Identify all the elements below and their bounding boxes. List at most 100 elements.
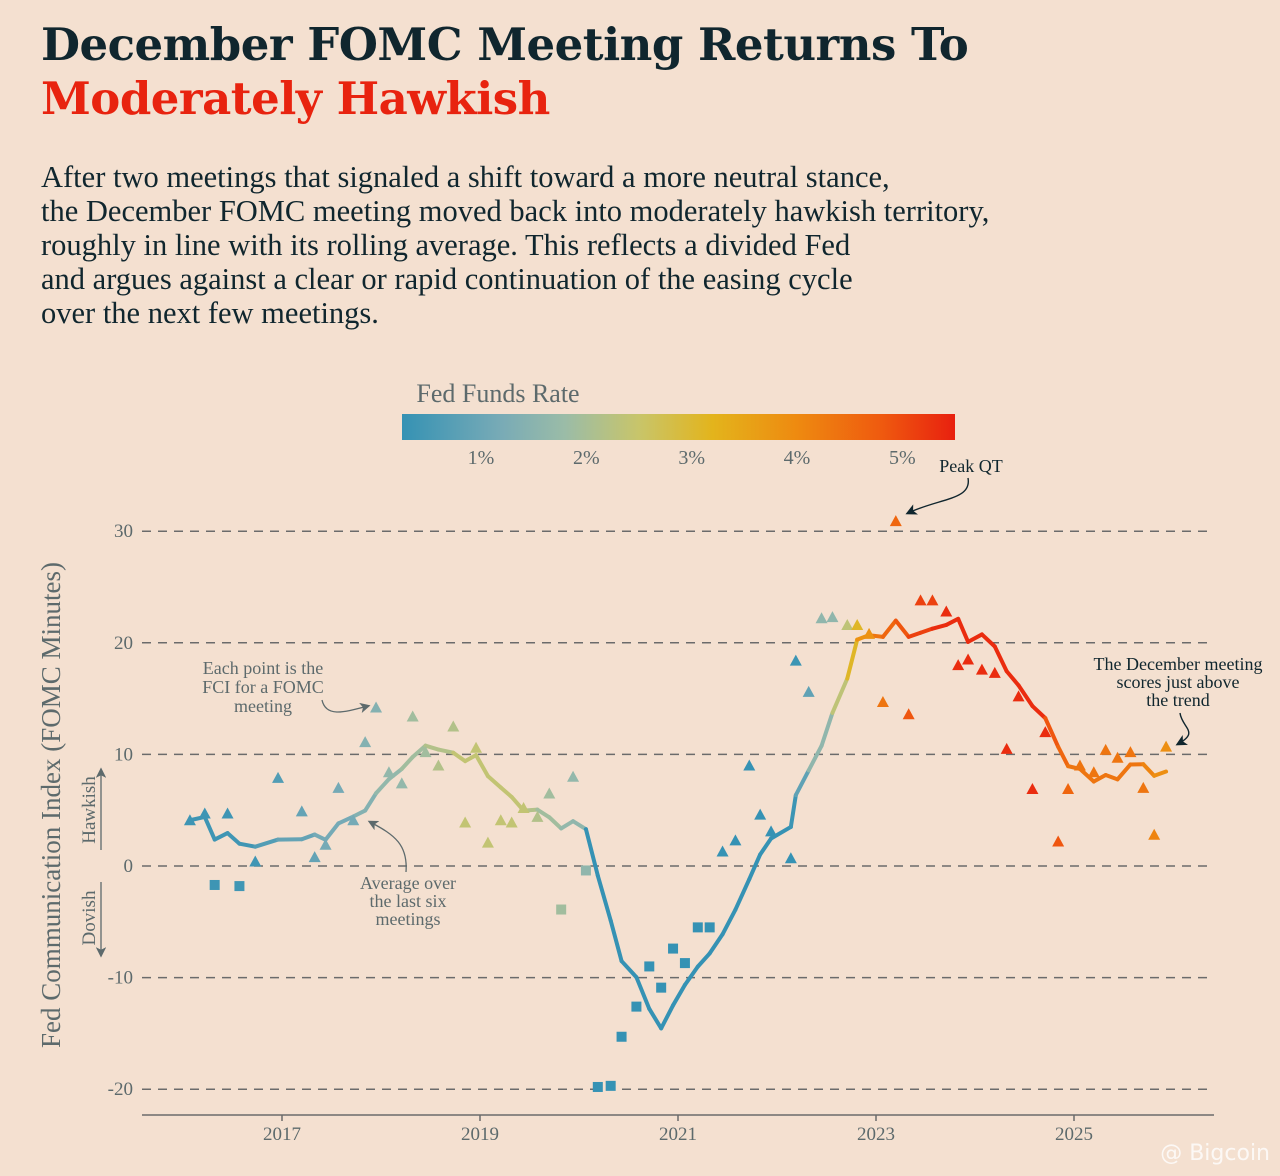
rolling-average-segment <box>906 630 923 639</box>
subtitle-line: and argues against a clear or rapid cont… <box>41 262 853 296</box>
data-point-triangle <box>332 781 345 793</box>
rolling-average-segment <box>1016 683 1035 709</box>
average-note: meetings <box>376 909 441 929</box>
average-note: Average over <box>360 873 456 893</box>
data-point-triangle <box>1124 746 1137 758</box>
rolling-average-segment <box>733 877 752 912</box>
december-note: The December meeting <box>1094 654 1263 674</box>
data-point-square <box>679 958 690 969</box>
rolling-average-segment <box>930 622 949 631</box>
colorbar-tick-label: 1% <box>468 447 495 469</box>
data-point-square <box>631 1001 642 1012</box>
points-note: FCI for a FOMC <box>202 677 324 697</box>
data-point-triangle <box>902 708 915 720</box>
rolling-average-segment <box>299 832 317 842</box>
rolling-average-segment <box>485 774 503 790</box>
rolling-average-segment <box>1103 773 1120 782</box>
rolling-average-segment <box>351 808 368 819</box>
data-point-triangle <box>505 816 518 828</box>
rolling-average-segment <box>374 777 391 796</box>
x-tick-label: 2025 <box>1055 1124 1093 1145</box>
data-point-triangle <box>926 594 939 606</box>
data-point-triangle <box>851 618 864 630</box>
colorbar-title: Fed Funds Rate <box>416 379 579 408</box>
rolling-average-segment <box>944 616 961 627</box>
y-axis-title: Fed Communication Index (FOMC Minutes) <box>36 562 66 1048</box>
rolling-average-segment <box>682 964 700 987</box>
data-point-triangle <box>889 515 902 527</box>
data-point-triangle <box>395 777 408 789</box>
data-point-triangle <box>406 710 419 722</box>
data-point-triangle <box>802 685 815 697</box>
data-point-triangle <box>517 801 530 813</box>
data-point-triangle <box>863 627 876 639</box>
data-point-triangle <box>940 605 953 617</box>
data-point-triangle <box>716 845 729 857</box>
data-point-triangle <box>988 666 1001 678</box>
data-point-square <box>556 904 567 915</box>
rolling-average-segment <box>1115 762 1133 782</box>
rolling-average-segment <box>918 626 935 635</box>
rolling-average-segment <box>225 831 242 846</box>
rolling-average-segment <box>966 632 984 644</box>
rolling-average-segment <box>671 982 687 1008</box>
data-point-square <box>592 1081 603 1092</box>
data-point-triangle <box>419 746 432 758</box>
points-note: meeting <box>234 696 292 716</box>
rolling-average-segment <box>1056 744 1071 769</box>
rolling-average-segment <box>830 676 850 715</box>
december-note: the trend <box>1146 690 1209 710</box>
rolling-average-segment <box>451 750 468 764</box>
rolling-average-segment <box>463 753 479 764</box>
data-point-triangle <box>272 771 285 783</box>
data-point-square <box>704 922 715 933</box>
data-point-triangle <box>295 805 308 817</box>
y-tick-label: 10 <box>114 744 133 765</box>
data-point-triangle <box>1012 690 1025 702</box>
data-point-triangle <box>1099 743 1112 755</box>
y-tick-label: -10 <box>108 968 133 989</box>
average-note: the last six <box>370 891 447 911</box>
data-point-square <box>644 961 655 972</box>
december-note-arrow-icon <box>1175 712 1190 746</box>
rolling-average-segment <box>758 836 774 857</box>
rolling-average-segment <box>1043 716 1061 749</box>
hawkish-label: Hawkish <box>79 776 100 844</box>
title-line-2: Moderately Hawkish <box>41 72 550 125</box>
data-point-triangle <box>1052 835 1065 847</box>
data-point-triangle <box>494 814 507 826</box>
rolling-average-segment <box>880 618 898 639</box>
x-tick-label: 2023 <box>857 1124 895 1145</box>
rolling-average-segment <box>956 616 971 644</box>
data-point-triangle <box>481 836 494 848</box>
data-point-square <box>656 982 667 993</box>
data-point-triangle <box>183 814 196 826</box>
december-note: scores just above <box>1117 672 1240 692</box>
peak-qt-arrow-icon <box>905 477 969 515</box>
rolling-average-segment <box>571 819 588 832</box>
rolling-average-segment <box>707 932 725 956</box>
data-point-triangle <box>249 855 262 867</box>
data-point-triangle <box>743 759 756 771</box>
rolling-average-segment <box>436 747 456 755</box>
data-point-triangle <box>567 770 580 782</box>
rolling-average-segment <box>647 1006 664 1031</box>
y-tick-label: 30 <box>114 521 133 542</box>
rolling-average-segment <box>769 824 793 841</box>
data-point-triangle <box>914 594 927 606</box>
rolling-average-segment <box>363 791 379 813</box>
rolling-average-segment <box>634 975 652 1011</box>
data-point-square <box>234 881 245 892</box>
data-point-triangle <box>347 814 360 826</box>
rolling-average-segment <box>399 755 415 771</box>
rolling-average-segment <box>595 873 613 923</box>
data-point-triangle <box>470 741 483 753</box>
x-tick-label: 2019 <box>461 1124 499 1145</box>
rolling-average-segment <box>336 814 356 826</box>
rolling-average-segment <box>410 743 428 760</box>
rolling-average-segment <box>535 807 552 820</box>
data-point-triangle <box>1062 782 1075 794</box>
data-point-triangle <box>729 834 742 846</box>
data-point-square <box>692 922 703 933</box>
